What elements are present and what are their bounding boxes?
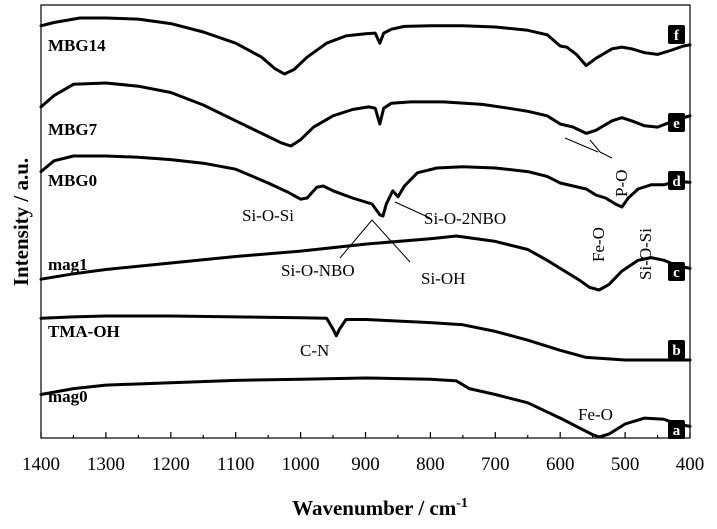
badge-letter: d [672,174,681,190]
pointer-si-oh [371,219,411,263]
x-tick-label: 900 [351,454,380,475]
x-tick-label: 1400 [22,454,60,475]
series-line-mbg0 [39,154,692,218]
annotation-si-o-nbo: Si-O-NBO [281,261,355,280]
x-tick-label: 1200 [152,454,190,475]
series-label-mbg0: MBG0 [48,171,97,190]
peak-annotations: Si-O-Si Si-O-2NBO Si-O-NBO Si-OH Fe-O P-O Si-O… [242,137,655,424]
annotation-si-oh: Si-OH [421,269,465,288]
badge-box [668,25,685,44]
series-label-tma-oh: TMA-OH [48,322,120,341]
series-line-tma-oh [39,314,692,362]
badge-letter: b [672,343,680,359]
badge-c: c [668,262,685,281]
badge-letter: e [673,116,680,132]
badge-f: f [668,25,685,44]
pointer-p-o-mbg7 [589,139,601,153]
pointer-fe-o-mbg7 [564,137,599,153]
series-label-mag0: mag0 [48,387,88,406]
x-tick-label: 600 [546,454,575,475]
annotation-p-o: P-O [612,170,631,197]
badge-box [668,171,685,190]
x-tick-label: 700 [481,454,510,475]
x-tick-label: 800 [416,454,445,475]
badge-letter: a [673,423,681,439]
x-tick-label: 1300 [87,454,125,475]
badge-box [668,340,685,359]
series-line-mag1 [39,234,692,292]
x-tick-label: 500 [611,454,640,475]
plot-frame [40,4,691,439]
series-label-mbg14: MBG14 [48,36,106,55]
badge-e: e [668,113,685,132]
annotation-c-n: C-N [300,341,329,360]
spectra-curves [39,16,692,439]
series-badges: f e d c b a [668,25,685,439]
x-axis-label: Wavenumber / cm-1 [292,496,468,520]
badge-box [668,262,685,281]
badge-letter: f [674,28,680,44]
annotation-fe-o: Fe-O [578,405,613,424]
annotation-si-o-si: Si-O-Si [636,228,655,280]
annotation-si-o-si: Si-O-Si [242,206,294,225]
badge-box [668,420,685,439]
series-label-mag1: mag1 [48,255,88,274]
annotation-fe-o: Fe-O [589,227,608,262]
pointer-si-o-nbo [339,219,373,259]
series-label-mbg7: MBG7 [48,120,98,139]
badge-box [668,113,685,132]
x-tick-label: 1100 [217,454,254,475]
x-axis-ticks: 1400 1300 1200 1100 1000 900 800 700 600 500 400 [22,432,704,475]
badge-b: b [668,340,685,359]
series-line-mag0 [39,376,692,439]
pointer-p-o-label [599,151,613,159]
badge-d: d [668,171,685,190]
y-axis-label: Intensity / a.u. [9,158,33,286]
badge-letter: c [673,265,680,281]
series-line-mbg7 [39,81,692,148]
x-tick-label: 400 [676,454,705,475]
badge-a: a [668,420,685,439]
x-axis-label-superscript: -1 [456,496,468,511]
series-line-mbg14 [39,16,692,76]
x-tick-label: 1000 [282,454,320,475]
series-labels: MBG14 MBG7 MBG0 mag1 TMA-OH mag0 [48,36,120,406]
annotation-si-o-2nbo: Si-O-2NBO [424,209,506,228]
pointer-si-o-2nbo [394,201,431,219]
